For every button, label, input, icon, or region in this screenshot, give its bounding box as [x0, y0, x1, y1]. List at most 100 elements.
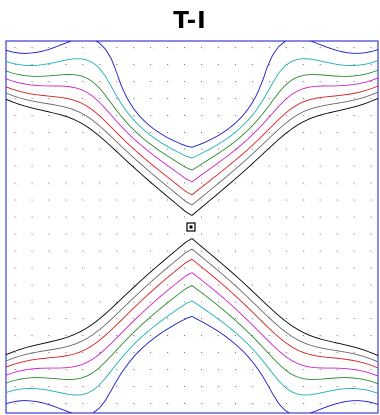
grid-point-marker: •.: [217, 300, 220, 304]
grid-point-marker: •.: [150, 249, 153, 253]
grid-point-marker: •.: [370, 148, 373, 152]
grid-point-marker: •.: [319, 148, 322, 152]
grid-point-marker: •.: [14, 182, 17, 186]
grid-point-marker: •.: [31, 249, 34, 253]
grid-point-marker: •.: [116, 233, 119, 237]
grid-point-marker: •.: [82, 402, 85, 406]
grid-point-marker: •.: [150, 300, 153, 304]
grid-point-marker: •.: [99, 131, 102, 135]
grid-point-marker: •.: [116, 317, 119, 321]
grid-point-marker: •.: [234, 402, 237, 406]
grid-point-marker: •.: [133, 182, 136, 186]
grid-point-marker: •.: [370, 385, 373, 389]
grid-point-marker: •.: [99, 266, 102, 270]
grid-point-marker: •.: [116, 80, 119, 84]
grid-point-marker: •.: [116, 97, 119, 101]
grid-point-marker: •.: [150, 368, 153, 372]
grid-point-marker: •.: [14, 266, 17, 270]
grid-point-marker: •.: [14, 233, 17, 237]
grid-point-marker: •.: [268, 131, 271, 135]
grid-point-marker: •.: [302, 317, 305, 321]
grid-point-marker: •.: [14, 216, 17, 220]
grid-point-marker: •.: [302, 368, 305, 372]
grid-point-marker: •.: [184, 233, 187, 237]
grid-point-marker: •.: [184, 249, 187, 253]
grid-point-marker: •.: [48, 233, 51, 237]
grid-point-marker: •.: [234, 46, 237, 50]
grid-point-marker: •.: [14, 63, 17, 67]
grid-point-marker: •.: [133, 165, 136, 169]
grid-point-marker: •.: [353, 131, 356, 135]
grid-point-marker: •.: [251, 368, 254, 372]
grid-point-marker: •.: [251, 165, 254, 169]
grid-point-marker: •.: [201, 63, 204, 67]
grid-point-marker: •.: [65, 266, 68, 270]
grid-point-marker: •.: [167, 368, 170, 372]
grid-point-marker: •.: [167, 266, 170, 270]
grid-point-marker: •.: [234, 114, 237, 118]
grid-point-marker: •.: [268, 300, 271, 304]
grid-point-marker: •.: [319, 351, 322, 355]
grid-point-marker: •.: [234, 266, 237, 270]
grid-point-marker: •.: [319, 249, 322, 253]
grid-point-marker: •.: [150, 46, 153, 50]
grid-point-marker: •.: [370, 80, 373, 84]
grid-point-marker: •.: [285, 80, 288, 84]
grid-point-marker: •.: [167, 402, 170, 406]
grid-point-marker: •.: [319, 46, 322, 50]
grid-point-marker: •.: [251, 317, 254, 321]
grid-point-marker: •.: [302, 283, 305, 287]
grid-point-marker: •.: [285, 165, 288, 169]
grid-point-marker: •.: [14, 368, 17, 372]
grid-point-marker: •.: [48, 300, 51, 304]
grid-point-marker: •.: [201, 182, 204, 186]
grid-point-marker: •.: [65, 216, 68, 220]
grid-point-marker: •.: [48, 334, 51, 338]
grid-point-marker: •.: [201, 148, 204, 152]
grid-point-marker: •.: [234, 368, 237, 372]
grid-point-marker: •.: [150, 216, 153, 220]
grid-point-marker: •.: [201, 368, 204, 372]
grid-point-marker: •.: [167, 199, 170, 203]
grid-point-marker: •.: [353, 97, 356, 101]
grid-point-marker: •.: [302, 182, 305, 186]
grid-point-marker: •.: [14, 249, 17, 253]
grid-point-marker: •.: [99, 216, 102, 220]
grid-point-marker: •.: [319, 131, 322, 135]
grid-point-marker: •.: [65, 233, 68, 237]
grid-point-marker: •.: [251, 114, 254, 118]
grid-point-marker: •.: [133, 351, 136, 355]
grid-point-marker: •.: [217, 368, 220, 372]
grid-point-marker: •.: [234, 80, 237, 84]
grid-point-marker: •.: [116, 199, 119, 203]
grid-point-marker: •.: [217, 402, 220, 406]
grid-point-marker: •.: [201, 97, 204, 101]
grid-point-marker: •.: [65, 97, 68, 101]
grid-point-marker: •.: [353, 402, 356, 406]
grid-point-marker: •.: [184, 300, 187, 304]
grid-point-marker: •.: [370, 131, 373, 135]
grid-point-marker: •.: [99, 368, 102, 372]
grid-point-marker: •.: [234, 63, 237, 67]
grid-point-marker: •.: [48, 199, 51, 203]
grid-point-marker: •.: [370, 233, 373, 237]
grid-point-marker: •.: [116, 385, 119, 389]
grid-point-marker: •.: [167, 283, 170, 287]
grid-point-marker: •.: [302, 402, 305, 406]
grid-point-marker: •.: [31, 402, 34, 406]
grid-point-marker: •.: [99, 283, 102, 287]
grid-point-marker: •.: [353, 182, 356, 186]
grid-point-marker: •.: [99, 165, 102, 169]
grid-point-marker: •.: [150, 80, 153, 84]
grid-point-marker: •.: [116, 266, 119, 270]
grid-point-marker: •.: [31, 148, 34, 152]
grid-point-marker: •.: [268, 80, 271, 84]
grid-point-marker: •.: [302, 165, 305, 169]
grid-point-marker: •.: [65, 63, 68, 67]
grid-point-marker: •.: [14, 97, 17, 101]
grid-point-marker: •.: [251, 182, 254, 186]
grid-point-marker: •.: [184, 182, 187, 186]
grid-point-marker: •.: [167, 148, 170, 152]
grid-point-marker: •.: [234, 283, 237, 287]
grid-point-marker: •.: [353, 368, 356, 372]
